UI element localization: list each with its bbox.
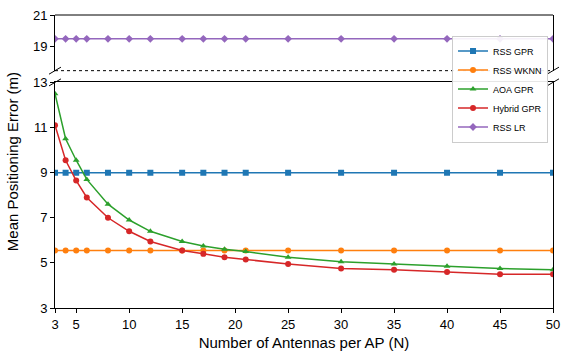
svg-text:3: 3 bbox=[51, 317, 58, 332]
svg-text:AOA GPR: AOA GPR bbox=[493, 85, 534, 95]
svg-text:RSS WKNN: RSS WKNN bbox=[493, 66, 542, 76]
svg-text:RSS GPR: RSS GPR bbox=[493, 47, 534, 57]
svg-text:19: 19 bbox=[33, 39, 47, 54]
svg-text:5: 5 bbox=[73, 317, 80, 332]
svg-text:13: 13 bbox=[33, 75, 47, 90]
svg-text:7: 7 bbox=[40, 210, 47, 225]
svg-text:9: 9 bbox=[40, 165, 47, 180]
svg-text:15: 15 bbox=[175, 317, 189, 332]
svg-text:21: 21 bbox=[33, 8, 47, 23]
svg-text:RSS LR: RSS LR bbox=[493, 123, 526, 133]
svg-text:30: 30 bbox=[334, 317, 348, 332]
svg-text:11: 11 bbox=[34, 120, 48, 135]
svg-text:10: 10 bbox=[122, 317, 136, 332]
svg-text:25: 25 bbox=[281, 317, 295, 332]
svg-text:45: 45 bbox=[493, 317, 507, 332]
svg-text:20: 20 bbox=[228, 317, 242, 332]
svg-text:40: 40 bbox=[440, 317, 454, 332]
svg-text:Number of Antennas per AP (N): Number of Antennas per AP (N) bbox=[199, 334, 410, 351]
svg-text:50: 50 bbox=[546, 317, 560, 332]
svg-text:3: 3 bbox=[40, 301, 47, 316]
svg-text:5: 5 bbox=[40, 255, 47, 270]
svg-text:35: 35 bbox=[387, 317, 401, 332]
svg-text:Mean Positioning Error (m): Mean Positioning Error (m) bbox=[4, 72, 21, 251]
svg-text:Hybrid GPR: Hybrid GPR bbox=[493, 104, 542, 114]
